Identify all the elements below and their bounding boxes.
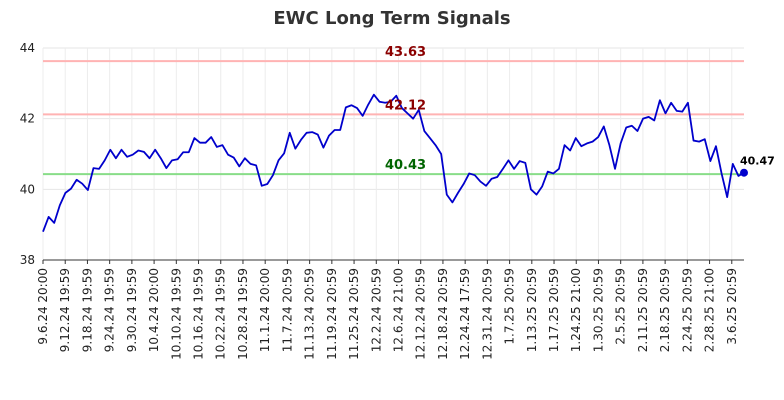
chart-title: EWC Long Term Signals [273,8,511,29]
x-tick-label: 12.24.24 17:59 [458,268,472,360]
reference-lines [43,60,744,176]
reference-line-label: 40.43 [385,158,426,173]
x-tick-label: 10.4.24 20:00 [147,268,161,352]
y-tick-label: 40 [20,182,35,196]
reference-line-label: 42.12 [385,98,426,113]
x-tick-label: 2.11.25 20:59 [636,268,650,352]
last-value-label: 40.47 [740,155,775,168]
x-tick-label: 11.1.24 20:00 [258,268,272,352]
x-tick-label: 1.24.25 21:00 [569,268,583,352]
x-tick-label: 11.19.24 20:59 [325,268,339,360]
x-tick-label: 10.28.24 19:59 [236,268,250,360]
x-tick-label: 1.17.25 20:59 [547,268,561,352]
x-tick-label: 9.12.24 19:59 [58,268,72,352]
x-tick-label: 1.7.25 20:59 [503,268,517,345]
x-tick-label: 10.10.24 19:59 [169,268,183,360]
x-tick-label: 1.13.25 20:59 [525,268,539,352]
x-tick-label: 2.24.25 20:59 [680,268,694,352]
x-tick-label: 12.12.24 20:59 [414,268,428,360]
labels-layer: 38 40 42 44 9.6.24 20:00 9.12.24 19:59 9.18.24… [20,41,775,360]
y-tick-label: 38 [20,253,35,267]
reference-line-label: 43.63 [385,45,426,60]
x-tick-label: 12.31.24 20:59 [480,268,494,360]
x-tick-label: 2.18.25 20:59 [658,268,672,352]
series-layer [42,93,748,233]
x-tick-label: 10.16.24 19:59 [192,268,206,360]
last-point-marker [740,168,748,177]
x-tick-label: 9.6.24 20:00 [36,268,50,345]
y-tick-label: 42 [20,112,35,126]
x-tick-label: 9.18.24 19:59 [80,268,94,352]
price-line [42,93,745,233]
x-tick-label: 2.5.25 20:59 [614,268,628,345]
x-tick-label: 10.22.24 19:59 [214,268,228,360]
x-tick-label: 12.6.24 21:00 [391,268,405,352]
x-tick-label: 11.7.24 20:59 [280,268,294,352]
y-tick-label: 44 [20,41,35,55]
x-tick-label: 12.18.24 20:59 [436,268,450,360]
x-tick-label: 2.28.25 21:00 [703,268,717,352]
grid-layer [42,47,744,261]
x-tick-label: 12.2.24 20:59 [369,268,383,352]
axes [42,259,744,264]
x-tick-label: 3.6.25 20:59 [725,268,739,345]
x-tick-label: 11.13.24 20:59 [303,268,317,360]
x-tick-label: 9.24.24 19:59 [103,268,117,352]
x-tick-label: 1.30.25 20:59 [591,268,605,352]
x-tick-label: 9.30.24 19:59 [125,268,139,352]
x-tick-label: 11.25.24 20:59 [347,268,361,360]
